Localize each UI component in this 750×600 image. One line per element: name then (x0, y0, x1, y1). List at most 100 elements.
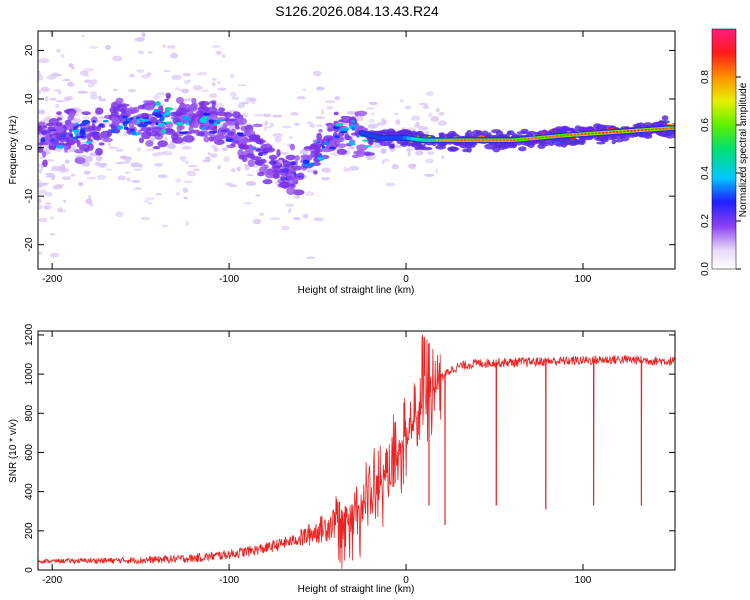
colorbar-tick-label: 0.4 (700, 166, 711, 180)
spectrogram-peak-blob (75, 136, 81, 139)
spectrogram-noise-blob (119, 155, 127, 159)
spectrogram-noise-blob (409, 163, 417, 167)
spectrogram-noise-blob (221, 54, 226, 58)
spectrogram-noise-blob (385, 182, 396, 187)
spectrogram-noise-blob (73, 118, 81, 124)
spectrogram-noise-blob (128, 73, 133, 79)
spectrogram-noise-blob (437, 120, 447, 126)
spectrogram-band-blob (176, 107, 188, 116)
spectrogram-peak-blob (81, 119, 91, 125)
spectrogram-noise-blob (163, 70, 172, 72)
spectrogram-peak-blob (76, 124, 83, 127)
spectrogram-band-blob (527, 141, 535, 148)
spectrogram-noise-blob (49, 31, 54, 36)
spectrogram-band-blob (365, 152, 375, 156)
spectrogram-noise-blob (211, 77, 217, 81)
spectrogram-noise-blob (84, 79, 92, 83)
spectrogram-noise-blob (267, 125, 273, 129)
spectrogram-band-blob (214, 137, 219, 143)
spectrogram-noise-blob (38, 70, 41, 74)
spectrogram-noise-blob (313, 70, 322, 77)
spectrogram-noise-blob (39, 168, 43, 174)
spectrogram-band-blob (435, 145, 446, 150)
spectrogram-noise-blob (302, 88, 306, 91)
spectrogram-noise-blob (147, 202, 153, 205)
spectrogram-noise-blob (253, 114, 265, 117)
spectrogram-noise-blob (231, 96, 240, 100)
spectrogram-band-blob (661, 115, 669, 121)
spectrogram-peak-blob (49, 129, 57, 132)
spectrogram-noise-blob (423, 105, 429, 109)
spectrogram-noise-blob (288, 136, 294, 139)
spectrogram-noise-blob (315, 116, 326, 119)
spectrogram-peak-blob (261, 151, 269, 154)
snr-y-axis-label: SNR (10 * v/v) (8, 419, 19, 483)
spectrogram-band-blob (232, 111, 241, 119)
spectrogram-noise-blob (38, 58, 50, 63)
spectrogram-peak-blob (201, 125, 207, 130)
spectrogram-noise-blob (200, 89, 209, 92)
spectrogram-noise-blob (113, 88, 118, 92)
spectrogram-peak-blob (296, 175, 304, 178)
spectrogram-noise-blob (117, 175, 126, 181)
spectrogram-peak-blob (316, 140, 321, 144)
spectrogram-noise-blob (38, 164, 42, 168)
spectrogram-noise-blob (181, 89, 189, 94)
spectrogram-band-blob (294, 155, 300, 161)
snr-x-tick-label: 100 (575, 575, 592, 586)
spectrogram-peak-blob (227, 131, 235, 136)
spectrogram-band-blob (84, 148, 90, 153)
spectrogram-band-blob (652, 123, 661, 127)
spectrogram-noise-blob (236, 166, 241, 172)
spectrogram-noise-blob (306, 256, 316, 260)
spectrogram-noise-blob (243, 201, 253, 205)
spectrogram-noise-blob (175, 192, 181, 196)
spectrogram-band-blob (259, 166, 268, 174)
spectrogram-noise-blob (382, 158, 391, 162)
spectrogram-noise-blob (264, 120, 269, 126)
spectrogram-band-blob (183, 104, 191, 108)
spectrogram-band-blob (400, 141, 409, 146)
spectrogram-band-blob (87, 125, 100, 131)
spectrogram-band-blob (333, 111, 339, 116)
spectrogram-noise-blob (204, 156, 211, 163)
spectrogram-band-blob (272, 169, 282, 174)
spectrogram-y-axis-label: Frequency (Hz) (8, 116, 19, 185)
spectrogram-noise-blob (187, 164, 198, 168)
spectrogram-band-blob (42, 159, 48, 168)
spectrogram-noise-blob (193, 168, 201, 172)
spectrogram-noise-blob (272, 132, 283, 138)
spectrogram-band-blob (507, 130, 515, 136)
spectrogram-noise-blob (313, 217, 325, 222)
colorbar-tick-label: 0.0 (700, 262, 711, 276)
spectrogram-noise-blob (120, 24, 126, 26)
spectrogram-band-blob (300, 154, 311, 160)
spectrogram-noise-blob (38, 110, 46, 115)
spectrogram-noise-blob (95, 155, 103, 162)
spectrogram-noise-blob (230, 168, 236, 173)
spectrogram-noise-blob (81, 34, 85, 38)
spectrogram-peak-blob (224, 117, 230, 122)
spectrogram-noise-blob (213, 146, 219, 153)
spectrogram-band-blob (42, 150, 47, 158)
spectrogram-peak-blob (319, 143, 325, 147)
spectrogram-band-blob (188, 125, 194, 132)
colorbar-tick-label: 0.2 (700, 214, 711, 228)
spectrogram-noise-blob (255, 194, 261, 197)
spectrogram-band-blob (462, 148, 470, 153)
spectrogram-noise-blob (430, 116, 440, 122)
spectrogram-noise-blob (161, 224, 169, 228)
spectrogram-band-blob (286, 187, 296, 196)
spectrogram-peak-blob (175, 122, 185, 126)
spectrogram-band-blob (264, 170, 275, 179)
spectrogram-noise-blob (296, 96, 306, 100)
spectrogram-noise-blob (145, 148, 156, 152)
spectrogram-noise-blob (380, 148, 387, 155)
spectrogram-noise-blob (121, 161, 131, 164)
spectrogram-peak-blob (165, 121, 172, 124)
spectrogram-noise-blob (395, 119, 401, 125)
spectrogram-band-blob (574, 125, 582, 131)
spectrogram-noise-blob (370, 145, 381, 148)
spectrogram-noise-blob (305, 191, 315, 196)
spectrogram-noise-blob (229, 73, 235, 79)
